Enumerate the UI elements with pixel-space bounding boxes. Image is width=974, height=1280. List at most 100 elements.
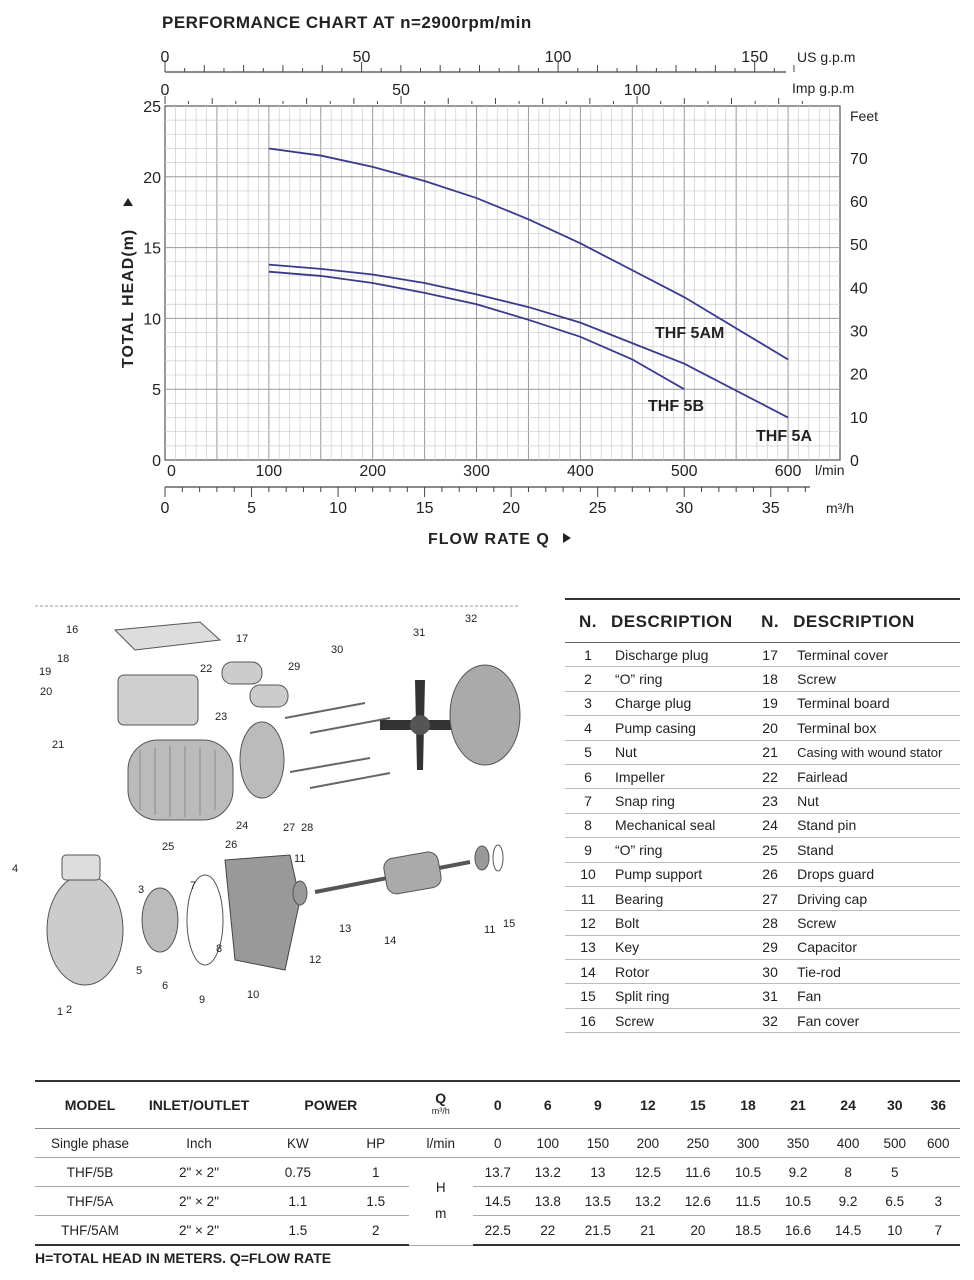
series-line-thf-5b xyxy=(268,270,685,390)
part-number-cell: 23 xyxy=(747,788,794,814)
diagram-part-label: 17 xyxy=(236,633,248,645)
parts-header-row: N. DESCRIPTION N. DESCRIPTION xyxy=(565,598,960,643)
model-cell: THF/5B xyxy=(35,1157,145,1187)
diagram-part-label: 7 xyxy=(190,880,196,892)
y-axis-title: TOTAL HEAD(m) xyxy=(120,229,137,368)
part-description-cell: Pump support xyxy=(611,862,748,887)
part-description-cell: Nut xyxy=(793,788,960,814)
part-description-cell: Stand xyxy=(793,837,960,863)
part-number-cell: 26 xyxy=(747,862,794,887)
diagram-part-label: 14 xyxy=(384,935,396,947)
parts-header-description: DESCRIPTION xyxy=(611,598,748,643)
us-gpm-tick-label: 150 xyxy=(741,49,768,66)
part-description-cell: Terminal cover xyxy=(793,642,960,668)
y-tick-label: 10 xyxy=(143,311,161,328)
x-tick-label: 500 xyxy=(671,463,698,480)
performance-row: THF/5A 2" × 2" 1.1 1.5 14.5 13.8 13.5 13.2 12.6 1… xyxy=(35,1186,960,1216)
x-axis-arrow-icon xyxy=(563,533,571,543)
kw-cell: 0.75 xyxy=(253,1157,343,1187)
capacitor-part xyxy=(221,661,263,685)
x-tick-label: 400 xyxy=(567,463,594,480)
diagram-part-label: 19 xyxy=(39,666,51,678)
q-m3h-header: 12 xyxy=(622,1080,673,1129)
part-description-cell: Bolt xyxy=(611,910,748,936)
inlet-outlet-header: INLET/OUTLET xyxy=(145,1080,253,1129)
head-value-cell: 11.5 xyxy=(722,1186,773,1216)
part-description-cell: “O” ring xyxy=(611,837,748,863)
part-description-cell: Terminal board xyxy=(793,691,960,717)
part-number-cell: 2 xyxy=(565,666,611,692)
m3h-tick-label: 25 xyxy=(589,500,607,517)
part-description-cell: Fairlead xyxy=(793,764,960,790)
inlet-outlet-cell: 2" × 2" xyxy=(145,1215,253,1246)
parts-row: 14 Rotor 30 Tie-rod xyxy=(565,959,960,985)
part-number-cell: 4 xyxy=(565,715,611,741)
series-label-thf-5b: THF 5B xyxy=(648,398,704,415)
parts-header-n: N. xyxy=(747,598,794,643)
q-m3h-header: 15 xyxy=(672,1080,723,1129)
head-value-cell: 21.5 xyxy=(572,1215,623,1246)
x-tick-label: 100 xyxy=(255,463,282,480)
diagram-part-label: 30 xyxy=(331,644,343,656)
part-description-cell: Terminal box xyxy=(793,715,960,741)
y-tick-label: 0 xyxy=(152,453,161,470)
parts-row: 10 Pump support 26 Drops guard xyxy=(565,862,960,887)
chart-title: PERFORMANCE CHART AT n=2900rpm/min xyxy=(162,13,532,32)
part-description-cell: Snap ring xyxy=(611,788,748,814)
parts-row: 4 Pump casing 20 Terminal box xyxy=(565,715,960,741)
m3h-tick-label: 30 xyxy=(675,500,693,517)
motor-casing-part xyxy=(127,739,234,821)
diagram-part-label: 2 xyxy=(66,1004,72,1016)
x-tick-label: 0 xyxy=(167,463,176,480)
part-number-cell: 31 xyxy=(747,983,794,1009)
performance-chart: PERFORMANCE CHART AT n=2900rpm/min 0 5 10 1… xyxy=(120,13,878,548)
head-value-cell: 5 xyxy=(873,1157,917,1187)
q-lmin-cell: 0 xyxy=(472,1128,523,1158)
diagram-part-label: 18 xyxy=(57,653,69,665)
x-tick-label: 200 xyxy=(359,463,386,480)
part-description-cell: Pump casing xyxy=(611,715,748,741)
q-lmin-cell: 400 xyxy=(823,1128,874,1158)
diagram-part-label: 15 xyxy=(503,918,515,930)
part-description-cell: Mechanical seal xyxy=(611,813,748,839)
part-description-cell: Screw xyxy=(793,910,960,936)
inlet-outlet-cell: 2" × 2" xyxy=(145,1157,253,1187)
part-number-cell: 1 xyxy=(565,642,611,668)
diagram-part-label: 20 xyxy=(40,686,52,698)
feet-tick-label: 60 xyxy=(850,194,868,211)
q-m3h-header: 36 xyxy=(916,1080,960,1129)
diagram-part-label: 11 xyxy=(294,853,305,865)
head-value-cell: 10.5 xyxy=(773,1186,824,1216)
part-number-cell: 13 xyxy=(565,935,611,961)
imp-gpm-tick-label: 50 xyxy=(392,82,410,99)
y-tick-label: 5 xyxy=(152,382,161,399)
feet-tick-label: 10 xyxy=(850,410,868,427)
performance-table-body: Single phase Inch KW HP l/min 0 100 150 200 250 30… xyxy=(35,1128,960,1246)
series-line-thf-5a xyxy=(268,263,789,419)
part-number-cell: 27 xyxy=(747,886,794,912)
y-tick-label: 20 xyxy=(143,170,161,187)
parts-row: 3 Charge plug 19 Terminal board xyxy=(565,691,960,717)
diagram-part-label: 22 xyxy=(200,663,212,675)
hp-cell: 1 xyxy=(342,1157,409,1187)
feet-tick-label: 70 xyxy=(850,151,868,168)
part-number-cell: 12 xyxy=(565,910,611,936)
parts-row: 15 Split ring 31 Fan xyxy=(565,983,960,1009)
kw-cell: 1.5 xyxy=(253,1215,343,1246)
chart-series: THF 5AM THF 5A THF 5B xyxy=(268,147,812,445)
q-lmin-cell: 200 xyxy=(622,1128,673,1158)
part-description-cell: Screw xyxy=(611,1008,748,1034)
us-gpm-tick-label: 50 xyxy=(353,49,371,66)
q-m3h-header: 30 xyxy=(873,1080,917,1129)
part-number-cell: 11 xyxy=(565,886,611,912)
part-description-cell: Capacitor xyxy=(793,935,960,961)
parts-row: 6 Impeller 22 Fairlead xyxy=(565,764,960,790)
feet-tick-label: 30 xyxy=(850,324,868,341)
feet-tick-label: 0 xyxy=(850,453,859,470)
head-value-cell: 14.5 xyxy=(823,1215,874,1246)
parts-row: 16 Screw 32 Fan cover xyxy=(565,1008,960,1034)
series-line-thf-5am xyxy=(268,147,789,361)
